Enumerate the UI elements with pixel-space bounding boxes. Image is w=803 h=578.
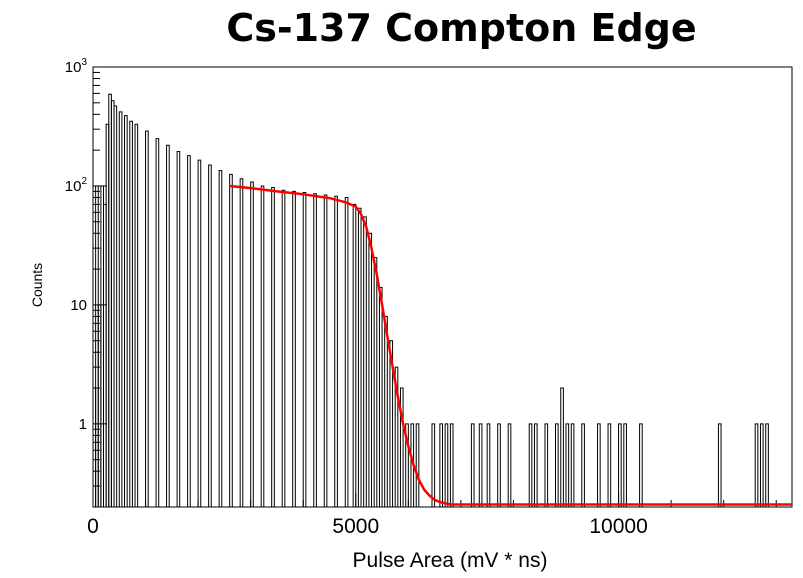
histogram-bin bbox=[449, 423, 454, 507]
histogram-bin bbox=[581, 423, 585, 507]
histogram-bin bbox=[497, 423, 501, 507]
histogram-bin bbox=[565, 423, 570, 507]
histogram-bin bbox=[528, 423, 533, 507]
histogram-bin bbox=[363, 216, 367, 507]
histogram-bin bbox=[129, 120, 133, 507]
histogram-bin bbox=[357, 207, 362, 507]
histogram-bin bbox=[560, 387, 564, 507]
histogram-bin bbox=[260, 185, 265, 507]
histogram-bin bbox=[394, 366, 399, 507]
histogram-bin bbox=[187, 155, 191, 507]
histogram-bin bbox=[639, 423, 643, 507]
histogram-bin bbox=[415, 423, 420, 507]
histogram-bin bbox=[478, 423, 483, 507]
fit-curve-line bbox=[229, 184, 792, 506]
histogram-bin bbox=[533, 423, 538, 507]
chart-title: Cs-137 Compton Edge bbox=[226, 6, 697, 50]
histogram-bin bbox=[618, 423, 622, 507]
histogram-bin bbox=[344, 196, 349, 507]
histogram-bin bbox=[597, 423, 601, 507]
histogram-bin bbox=[486, 423, 491, 507]
histogram-bin bbox=[124, 115, 128, 507]
histogram-bin bbox=[373, 257, 378, 507]
histogram-bin bbox=[208, 164, 212, 507]
histogram-series bbox=[92, 93, 769, 507]
histogram-bin bbox=[334, 195, 338, 507]
histogram-bin bbox=[405, 423, 409, 507]
histogram-bin bbox=[134, 123, 139, 507]
histogram-bin bbox=[439, 423, 443, 507]
histogram-bin bbox=[239, 178, 244, 507]
histogram-bin bbox=[607, 423, 612, 507]
histogram-bin bbox=[378, 287, 383, 507]
y-axis-label: Counts bbox=[29, 263, 45, 307]
histogram-bin bbox=[197, 159, 202, 507]
histogram-bin bbox=[118, 111, 123, 507]
y-axis-ticks: 1 10 102 103 bbox=[65, 57, 107, 508]
x-tick-label: 0 bbox=[87, 515, 99, 538]
histogram-bin bbox=[765, 423, 769, 507]
histogram-bin bbox=[507, 423, 512, 507]
histogram-bin bbox=[113, 105, 118, 507]
x-axis-label: Pulse Area (mV * ns) bbox=[353, 549, 548, 572]
histogram-bin bbox=[145, 130, 149, 507]
histogram-bin bbox=[302, 192, 307, 507]
histogram-bin bbox=[313, 193, 317, 507]
fit-curve-series bbox=[229, 184, 792, 506]
histogram-bin bbox=[470, 423, 475, 507]
histogram-bin bbox=[250, 181, 254, 507]
histogram-bin bbox=[271, 187, 275, 507]
y-tick-label: 103 bbox=[65, 57, 88, 76]
histogram-bin bbox=[623, 423, 627, 507]
histogram-bin bbox=[352, 203, 357, 507]
histogram-bin bbox=[554, 423, 559, 507]
histogram-bin bbox=[384, 315, 388, 507]
histogram-bin bbox=[368, 232, 373, 507]
histogram-bin bbox=[323, 194, 328, 507]
histogram-bin bbox=[155, 138, 160, 507]
histogram-bin bbox=[717, 423, 722, 507]
histogram-bin bbox=[544, 423, 549, 507]
histogram-bin bbox=[166, 144, 170, 507]
histogram-bin bbox=[229, 173, 233, 507]
histogram-bin bbox=[444, 423, 449, 507]
x-tick-label: 10000 bbox=[589, 515, 647, 538]
histogram-bin bbox=[281, 189, 286, 507]
y-tick-label: 102 bbox=[65, 176, 88, 195]
histogram-bin bbox=[754, 423, 759, 507]
y-tick-label: 10 bbox=[70, 297, 87, 314]
histogram-bin bbox=[176, 150, 181, 507]
histogram-bin bbox=[399, 387, 404, 507]
histogram-bin bbox=[218, 169, 223, 507]
histogram-bin bbox=[389, 340, 394, 507]
x-tick-label: 5000 bbox=[332, 515, 379, 538]
histogram-bin bbox=[759, 423, 764, 507]
histogram-bin bbox=[570, 423, 575, 507]
histogram-bin bbox=[292, 190, 296, 507]
y-tick-label: 1 bbox=[79, 416, 87, 433]
histogram-bin bbox=[431, 423, 436, 507]
